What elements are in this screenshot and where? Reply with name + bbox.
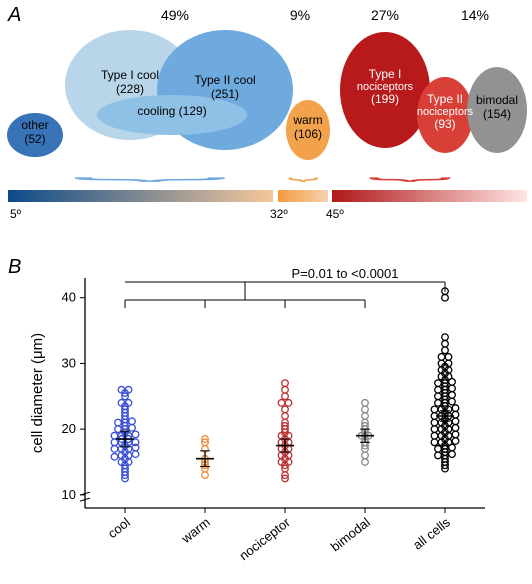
brace: ⏟ xyxy=(288,159,318,182)
data-point xyxy=(362,400,369,407)
panel-b-svg: 10 20 30 40 cell diameter (μm) cool warm nocice… xyxy=(0,260,532,580)
ellipse-label: Type I xyxy=(369,67,402,81)
data-point xyxy=(452,418,459,425)
data-point xyxy=(362,459,369,466)
data-point xyxy=(435,380,442,387)
gradient-bar xyxy=(332,190,527,202)
data-point xyxy=(111,446,118,453)
data-point xyxy=(282,386,289,393)
y-tick-label: 30 xyxy=(62,355,76,370)
data-point xyxy=(442,340,449,347)
data-point xyxy=(431,419,438,426)
data-point xyxy=(435,400,442,407)
data-point xyxy=(278,400,285,407)
data-point xyxy=(452,425,459,432)
data-point xyxy=(431,439,438,446)
data-point xyxy=(435,393,442,400)
data-point xyxy=(452,411,459,418)
data-point xyxy=(449,451,456,458)
y-tick-label: 20 xyxy=(62,421,76,436)
brace: ⏟ xyxy=(368,158,452,182)
data-point xyxy=(111,432,118,439)
data-point xyxy=(445,354,452,361)
temp-label: 45º xyxy=(326,207,344,221)
ellipse-count: (251) xyxy=(211,87,239,101)
panel-b: 10 20 30 40 cell diameter (μm) cool warm nocice… xyxy=(0,260,532,580)
gradient-bar xyxy=(8,190,273,202)
panel-a: 49% 9% 27% 14% other(52) Type I cool(228) Type… xyxy=(0,0,532,230)
data-point xyxy=(285,400,292,407)
data-point xyxy=(449,392,456,399)
data-point xyxy=(129,418,136,425)
ellipse-label: Type II cool xyxy=(194,73,255,87)
ellipse-label: warm xyxy=(292,113,322,127)
data-point xyxy=(452,431,459,438)
y-axis-title: cell diameter (μm) xyxy=(29,333,46,453)
category-label: all cells xyxy=(410,514,453,552)
ellipse-count: (154) xyxy=(483,107,511,121)
data-point xyxy=(362,452,369,459)
category-label: nociceptor xyxy=(236,514,293,563)
percent-label: 9% xyxy=(290,7,310,23)
data-point xyxy=(111,453,118,460)
data-point xyxy=(115,419,122,426)
data-point xyxy=(282,393,289,400)
category-label: warm xyxy=(178,515,213,547)
temp-label: 32º xyxy=(270,207,288,221)
data-point xyxy=(202,472,209,479)
data-point xyxy=(435,446,442,453)
ellipse-count: (93) xyxy=(434,117,455,131)
data-point xyxy=(282,380,289,387)
ellipse-label: cooling (129) xyxy=(137,104,206,118)
y-tick-label: 40 xyxy=(62,290,76,305)
data-point xyxy=(435,386,442,393)
data-point xyxy=(129,425,136,432)
ellipse-label: Type II xyxy=(427,92,463,106)
data-point xyxy=(362,406,369,413)
data-point xyxy=(362,413,369,420)
brace: ⏟ xyxy=(72,158,228,182)
ellipse-label: other xyxy=(21,118,48,132)
data-point xyxy=(442,334,449,341)
percent-label: 27% xyxy=(371,7,399,23)
panel-a-svg: 49% 9% 27% 14% other(52) Type I cool(228) Type… xyxy=(0,0,532,230)
data-point xyxy=(111,439,118,446)
percent-label: 14% xyxy=(461,7,489,23)
data-point xyxy=(431,406,438,413)
data-point xyxy=(132,431,139,438)
data-point xyxy=(442,294,449,301)
data-point xyxy=(282,406,289,413)
data-point xyxy=(452,438,459,445)
ellipse-label: bimodal xyxy=(476,93,518,107)
ellipse-label: Type I cool xyxy=(101,68,159,82)
data-point xyxy=(449,398,456,405)
temp-label: 5º xyxy=(10,207,22,221)
data-point xyxy=(132,451,139,458)
percent-label: 49% xyxy=(161,7,189,23)
category-label: bimodal xyxy=(328,514,373,554)
ellipse-count: (199) xyxy=(371,92,399,106)
data-point xyxy=(431,432,438,439)
data-point xyxy=(435,452,442,459)
data-point xyxy=(431,426,438,433)
sig-text: P=0.01 to <0.0001 xyxy=(292,266,399,281)
ellipse-count: (106) xyxy=(294,127,322,141)
data-point xyxy=(282,413,289,420)
data-point xyxy=(438,354,445,361)
gradient-bar xyxy=(278,190,328,202)
ellipse-count: (228) xyxy=(116,82,144,96)
data-point xyxy=(442,347,449,354)
y-tick-label: 10 xyxy=(62,487,76,502)
category-label: cool xyxy=(105,514,133,541)
data-point xyxy=(449,385,456,392)
ellipse-count: (52) xyxy=(24,132,45,146)
data-point xyxy=(452,405,459,412)
